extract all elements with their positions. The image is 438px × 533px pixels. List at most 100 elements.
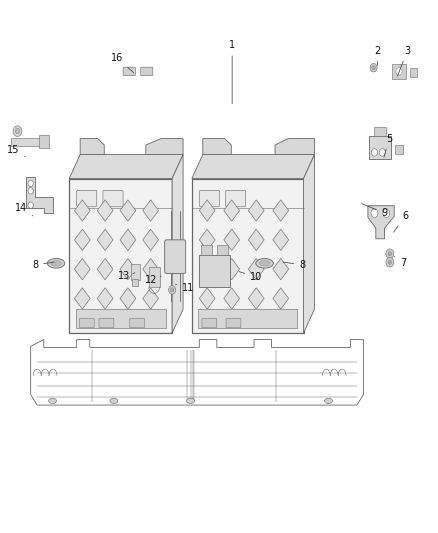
Polygon shape: [172, 155, 183, 333]
Polygon shape: [203, 139, 231, 155]
Polygon shape: [199, 229, 215, 251]
Ellipse shape: [110, 398, 118, 403]
Polygon shape: [273, 259, 289, 280]
Circle shape: [371, 149, 378, 156]
Polygon shape: [304, 155, 314, 333]
Polygon shape: [143, 200, 159, 221]
FancyBboxPatch shape: [79, 318, 94, 328]
Text: 10: 10: [239, 272, 262, 282]
Circle shape: [28, 202, 33, 208]
Polygon shape: [143, 288, 159, 309]
Text: 14: 14: [15, 203, 33, 216]
Bar: [69, 179, 172, 333]
Polygon shape: [146, 139, 183, 155]
Text: 11: 11: [175, 283, 194, 293]
Circle shape: [388, 260, 392, 264]
Text: 1: 1: [229, 41, 235, 104]
Bar: [395, 145, 403, 154]
FancyBboxPatch shape: [103, 190, 123, 207]
Polygon shape: [120, 288, 136, 309]
Ellipse shape: [325, 398, 332, 403]
Polygon shape: [26, 177, 53, 213]
Polygon shape: [143, 229, 159, 251]
Ellipse shape: [256, 259, 273, 268]
FancyBboxPatch shape: [99, 318, 114, 328]
Bar: [39, 135, 49, 148]
FancyBboxPatch shape: [202, 318, 217, 328]
Bar: [201, 245, 212, 255]
Bar: [374, 127, 386, 136]
Ellipse shape: [47, 259, 65, 268]
Circle shape: [170, 288, 174, 292]
Circle shape: [379, 149, 385, 156]
Ellipse shape: [259, 261, 270, 266]
FancyBboxPatch shape: [226, 190, 246, 207]
Text: 2: 2: [374, 46, 381, 66]
Polygon shape: [273, 288, 289, 309]
Polygon shape: [97, 259, 113, 280]
Ellipse shape: [51, 261, 61, 266]
Text: 8: 8: [283, 260, 305, 270]
Circle shape: [13, 126, 22, 136]
FancyBboxPatch shape: [199, 190, 219, 207]
Polygon shape: [273, 229, 289, 251]
Text: 8: 8: [32, 260, 54, 270]
Polygon shape: [74, 229, 90, 251]
Polygon shape: [224, 259, 240, 280]
Bar: [76, 309, 166, 328]
Polygon shape: [69, 155, 183, 179]
Polygon shape: [74, 259, 90, 280]
Circle shape: [383, 209, 390, 217]
FancyBboxPatch shape: [165, 240, 186, 273]
Polygon shape: [120, 200, 136, 221]
Circle shape: [388, 252, 392, 256]
Polygon shape: [368, 206, 394, 239]
Polygon shape: [275, 139, 314, 155]
FancyBboxPatch shape: [141, 67, 153, 76]
Polygon shape: [248, 200, 264, 221]
Bar: [11, 138, 42, 146]
Polygon shape: [192, 155, 314, 179]
FancyBboxPatch shape: [130, 318, 145, 328]
Polygon shape: [199, 200, 215, 221]
Text: 6: 6: [394, 211, 408, 232]
Bar: [392, 64, 406, 79]
Circle shape: [169, 286, 176, 294]
Circle shape: [15, 128, 20, 134]
Polygon shape: [248, 259, 264, 280]
Bar: [410, 68, 417, 77]
Polygon shape: [248, 229, 264, 251]
Circle shape: [370, 63, 377, 72]
Polygon shape: [97, 200, 113, 221]
Text: 16: 16: [111, 53, 134, 73]
Bar: [198, 309, 297, 328]
Polygon shape: [120, 259, 136, 280]
Polygon shape: [97, 229, 113, 251]
Polygon shape: [273, 200, 289, 221]
Polygon shape: [199, 259, 215, 280]
Ellipse shape: [49, 398, 57, 403]
Bar: [132, 279, 138, 286]
Text: 5: 5: [384, 134, 392, 157]
Circle shape: [28, 188, 33, 194]
Polygon shape: [248, 288, 264, 309]
Text: 9: 9: [362, 204, 388, 218]
Polygon shape: [224, 229, 240, 251]
Circle shape: [371, 209, 378, 217]
Text: 13: 13: [118, 271, 135, 281]
Ellipse shape: [187, 398, 194, 403]
FancyBboxPatch shape: [77, 190, 97, 207]
Bar: [217, 245, 228, 255]
Text: 7: 7: [394, 256, 406, 268]
Polygon shape: [74, 288, 90, 309]
Bar: [192, 179, 304, 333]
Text: 3: 3: [397, 46, 410, 76]
Bar: [369, 136, 391, 159]
Polygon shape: [80, 139, 104, 155]
Bar: [131, 264, 140, 280]
Polygon shape: [199, 288, 215, 309]
Polygon shape: [120, 229, 136, 251]
Text: 15: 15: [7, 146, 25, 157]
Polygon shape: [224, 200, 240, 221]
Bar: [199, 255, 230, 287]
